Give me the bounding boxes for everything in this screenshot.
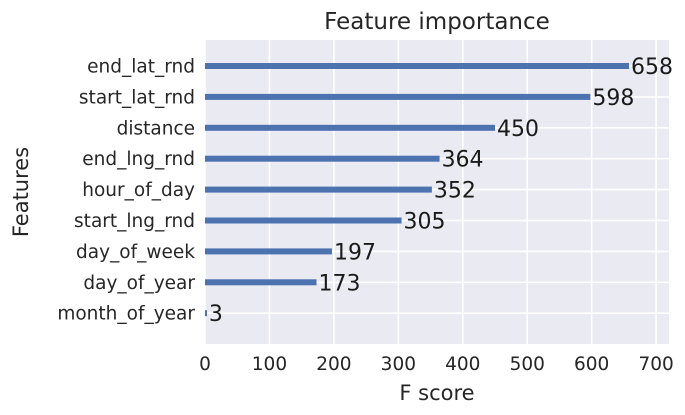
bar [205,217,402,224]
y-tick-label: day_of_year [83,273,195,294]
y-tick-labels: end_lat_rnd start_lat_rnd distance end_lng_… [57,57,195,325]
data-label: 3 [209,302,223,327]
data-label: 352 [434,179,476,204]
bar [205,279,317,286]
bar [205,93,591,100]
data-label: 658 [631,55,673,80]
x-tick-label: 300 [381,354,416,375]
x-tick-label: 0 [199,354,211,375]
y-tick-label: distance [117,118,195,139]
data-label: 598 [592,86,634,111]
x-tick-label: 700 [638,354,673,375]
x-tick-label: 100 [252,354,287,375]
bar [205,310,207,317]
x-axis-label: F score [399,381,474,405]
y-tick-label: end_lng_rnd [82,149,195,170]
x-tick-label: 500 [510,354,545,375]
bar [205,124,495,131]
y-tick-label: month_of_year [57,304,195,325]
x-tick-label: 200 [316,354,351,375]
data-label: 197 [334,240,376,265]
bars [205,63,630,317]
bar [205,63,630,69]
y-tick-label: start_lat_rnd [79,87,195,108]
data-labels: 658 598 450 364 352 305 197 173 3 [209,55,673,327]
chart-title: Feature importance [324,9,550,35]
y-tick-label: hour_of_day [82,180,195,201]
y-tick-label: start_lng_rnd [74,211,195,232]
data-label: 173 [318,271,360,296]
bar [205,186,432,193]
bar [205,155,440,162]
y-tick-label: day_of_week [76,242,195,263]
y-axis-label: Features [9,147,33,237]
x-tick-labels: 0 100 200 300 400 500 600 700 [199,354,674,375]
x-tick-label: 400 [445,354,480,375]
y-tick-label: end_lat_rnd [87,57,195,78]
x-tick-label: 600 [574,354,609,375]
data-label: 305 [404,210,446,235]
bar [205,248,332,255]
data-label: 364 [442,148,484,173]
data-label: 450 [497,117,539,142]
